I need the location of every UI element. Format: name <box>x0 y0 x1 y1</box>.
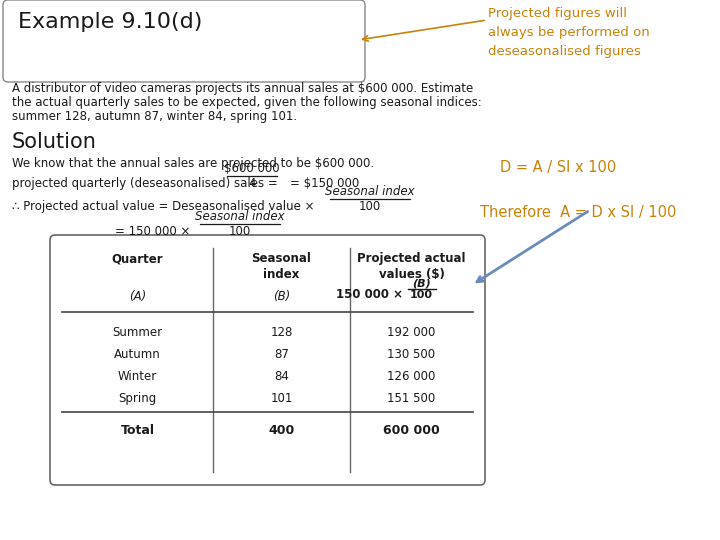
Text: Projected actual
values ($): Projected actual values ($) <box>357 252 466 281</box>
Text: Autumn: Autumn <box>114 348 161 361</box>
Text: 100: 100 <box>229 225 251 238</box>
Text: summer 128, autumn 87, winter 84, spring 101.: summer 128, autumn 87, winter 84, spring… <box>12 110 297 123</box>
Text: $600 000: $600 000 <box>224 162 280 175</box>
Text: (B): (B) <box>273 290 290 303</box>
Text: 126 000: 126 000 <box>387 370 436 383</box>
Text: Seasonal index: Seasonal index <box>195 210 285 223</box>
Text: 400: 400 <box>269 424 294 437</box>
Text: 4: 4 <box>248 177 256 190</box>
Text: 100: 100 <box>359 200 381 213</box>
Text: Solution: Solution <box>12 132 97 152</box>
Text: projected quarterly (deseasonalised) sales =: projected quarterly (deseasonalised) sal… <box>12 177 282 190</box>
FancyBboxPatch shape <box>50 235 485 485</box>
Text: 151 500: 151 500 <box>387 392 436 405</box>
Text: Seasonal index: Seasonal index <box>325 185 415 198</box>
Text: 130 500: 130 500 <box>387 348 436 361</box>
Text: Projected figures will
always be performed on
deseasonalised figures: Projected figures will always be perform… <box>488 7 649 58</box>
Text: We know that the annual sales are projected to be $600 000.: We know that the annual sales are projec… <box>12 157 374 170</box>
Text: 150 000 ×: 150 000 × <box>336 288 403 301</box>
Text: Example 9.10(d): Example 9.10(d) <box>18 12 202 32</box>
Text: (A): (A) <box>129 290 146 303</box>
Text: (B): (B) <box>412 278 431 288</box>
Text: Total: Total <box>120 424 155 437</box>
Text: A distributor of video cameras projects its annual sales at $600 000. Estimate: A distributor of video cameras projects … <box>12 82 473 95</box>
Text: Summer: Summer <box>112 326 163 339</box>
Text: the actual quarterly sales to be expected, given the following seasonal indices:: the actual quarterly sales to be expecte… <box>12 96 482 109</box>
Text: 101: 101 <box>270 392 293 405</box>
Text: Winter: Winter <box>118 370 157 383</box>
Text: ∴ Projected actual value = Deseasonalised value ×: ∴ Projected actual value = Deseasonalise… <box>12 200 315 213</box>
Text: 192 000: 192 000 <box>387 326 436 339</box>
FancyBboxPatch shape <box>3 0 365 82</box>
Text: 84: 84 <box>274 370 289 383</box>
Text: D = A / SI x 100: D = A / SI x 100 <box>500 160 616 175</box>
Text: = $150 000: = $150 000 <box>290 177 359 190</box>
Text: Spring: Spring <box>118 392 157 405</box>
Text: Therefore  A = D x SI / 100: Therefore A = D x SI / 100 <box>480 205 676 220</box>
Text: 87: 87 <box>274 348 289 361</box>
Text: = 150 000 ×: = 150 000 × <box>115 225 190 238</box>
Text: 600 000: 600 000 <box>383 424 440 437</box>
Text: Quarter: Quarter <box>112 252 163 265</box>
Text: Seasonal
index: Seasonal index <box>251 252 312 281</box>
Text: 128: 128 <box>270 326 293 339</box>
Text: 100: 100 <box>410 290 433 300</box>
